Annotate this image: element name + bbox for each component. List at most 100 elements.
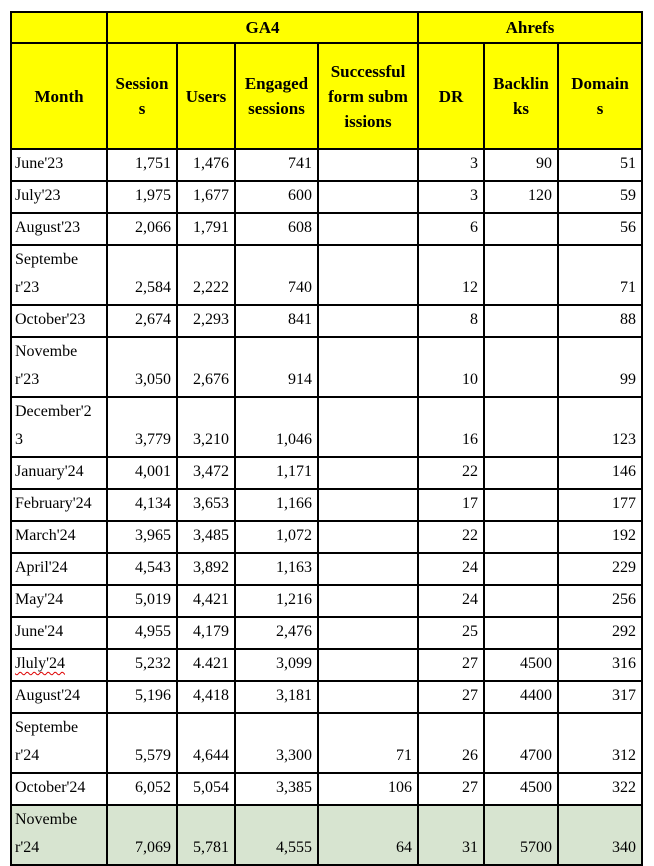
cell-backlinks[interactable]: 4500 [483, 648, 559, 682]
cell-month[interactable]: January'24 [10, 456, 108, 490]
cell-form-submissions[interactable] [317, 680, 419, 714]
cell-backlinks[interactable] [483, 396, 559, 458]
cell-engaged-sessions[interactable]: 600 [234, 180, 319, 214]
cell-domains[interactable]: 292 [557, 616, 643, 650]
cell-backlinks[interactable] [483, 584, 559, 618]
cell-engaged-sessions[interactable]: 1,072 [234, 520, 319, 554]
cell-month[interactable]: September'23 [10, 244, 108, 306]
cell-domains[interactable]: 51 [557, 148, 643, 182]
corner-spacer-cell[interactable] [10, 11, 108, 44]
cell-form-submissions[interactable] [317, 304, 419, 338]
cell-domains[interactable]: 316 [557, 648, 643, 682]
cell-sessions[interactable]: 6,052 [106, 772, 178, 806]
cell-engaged-sessions[interactable]: 3,181 [234, 680, 319, 714]
cell-sessions[interactable]: 4,955 [106, 616, 178, 650]
cell-dr[interactable]: 12 [417, 244, 485, 306]
cell-month[interactable]: February'24 [10, 488, 108, 522]
cell-engaged-sessions[interactable]: 1,171 [234, 456, 319, 490]
cell-engaged-sessions[interactable]: 914 [234, 336, 319, 398]
cell-form-submissions[interactable] [317, 456, 419, 490]
cell-users[interactable]: 2,293 [176, 304, 236, 338]
cell-month[interactable]: April'24 [10, 552, 108, 586]
cell-backlinks[interactable]: 5700 [483, 804, 559, 866]
cell-domains[interactable]: 88 [557, 304, 643, 338]
cell-backlinks[interactable]: 4700 [483, 712, 559, 774]
cell-month[interactable]: May'24 [10, 584, 108, 618]
cell-month[interactable]: November'23 [10, 336, 108, 398]
cell-month[interactable]: December'23 [10, 396, 108, 458]
cell-form-submissions[interactable] [317, 488, 419, 522]
group-header-ga4[interactable]: GA4 [106, 11, 419, 44]
cell-dr[interactable]: 27 [417, 648, 485, 682]
cell-form-submissions[interactable] [317, 396, 419, 458]
cell-sessions[interactable]: 1,975 [106, 180, 178, 214]
cell-users[interactable]: 4.421 [176, 648, 236, 682]
cell-form-submissions[interactable] [317, 616, 419, 650]
cell-backlinks[interactable]: 90 [483, 148, 559, 182]
cell-month[interactable]: August'24 [10, 680, 108, 714]
cell-users[interactable]: 1,677 [176, 180, 236, 214]
cell-sessions[interactable]: 4,001 [106, 456, 178, 490]
column-header-sessions[interactable]: Sessions [106, 42, 178, 150]
cell-backlinks[interactable] [483, 552, 559, 586]
cell-dr[interactable]: 27 [417, 680, 485, 714]
cell-sessions[interactable]: 3,779 [106, 396, 178, 458]
cell-backlinks[interactable] [483, 456, 559, 490]
cell-month[interactable]: June'23 [10, 148, 108, 182]
cell-users[interactable]: 4,418 [176, 680, 236, 714]
group-header-ahrefs[interactable]: Ahrefs [417, 11, 643, 44]
cell-sessions[interactable]: 5,019 [106, 584, 178, 618]
cell-month[interactable]: March'24 [10, 520, 108, 554]
cell-domains[interactable]: 59 [557, 180, 643, 214]
cell-sessions[interactable]: 2,674 [106, 304, 178, 338]
cell-month[interactable]: September'24 [10, 712, 108, 774]
cell-form-submissions[interactable] [317, 212, 419, 246]
cell-dr[interactable]: 10 [417, 336, 485, 398]
cell-engaged-sessions[interactable]: 3,099 [234, 648, 319, 682]
cell-users[interactable]: 2,222 [176, 244, 236, 306]
cell-form-submissions[interactable] [317, 584, 419, 618]
cell-sessions[interactable]: 1,751 [106, 148, 178, 182]
cell-domains[interactable]: 312 [557, 712, 643, 774]
cell-month[interactable]: June'24 [10, 616, 108, 650]
cell-dr[interactable]: 25 [417, 616, 485, 650]
cell-form-submissions[interactable] [317, 648, 419, 682]
cell-users[interactable]: 3,485 [176, 520, 236, 554]
cell-form-submissions[interactable] [317, 520, 419, 554]
column-header-month[interactable]: Month [10, 42, 108, 150]
cell-month[interactable]: August'23 [10, 212, 108, 246]
cell-sessions[interactable]: 5,579 [106, 712, 178, 774]
cell-users[interactable]: 4,179 [176, 616, 236, 650]
column-header-engaged-sessions[interactable]: Engaged sessions [234, 42, 319, 150]
cell-form-submissions[interactable]: 71 [317, 712, 419, 774]
cell-dr[interactable]: 27 [417, 772, 485, 806]
cell-domains[interactable]: 317 [557, 680, 643, 714]
cell-dr[interactable]: 26 [417, 712, 485, 774]
cell-domains[interactable]: 229 [557, 552, 643, 586]
cell-backlinks[interactable] [483, 244, 559, 306]
cell-dr[interactable]: 17 [417, 488, 485, 522]
cell-backlinks[interactable] [483, 212, 559, 246]
cell-form-submissions[interactable]: 64 [317, 804, 419, 866]
cell-domains[interactable]: 322 [557, 772, 643, 806]
cell-domains[interactable]: 56 [557, 212, 643, 246]
cell-domains[interactable]: 340 [557, 804, 643, 866]
cell-engaged-sessions[interactable]: 841 [234, 304, 319, 338]
cell-backlinks[interactable]: 120 [483, 180, 559, 214]
cell-dr[interactable]: 24 [417, 584, 485, 618]
cell-backlinks[interactable] [483, 488, 559, 522]
cell-engaged-sessions[interactable]: 3,300 [234, 712, 319, 774]
cell-users[interactable]: 5,781 [176, 804, 236, 866]
cell-sessions[interactable]: 4,134 [106, 488, 178, 522]
cell-engaged-sessions[interactable]: 608 [234, 212, 319, 246]
cell-domains[interactable]: 146 [557, 456, 643, 490]
cell-form-submissions[interactable]: 106 [317, 772, 419, 806]
cell-dr[interactable]: 3 [417, 180, 485, 214]
cell-sessions[interactable]: 7,069 [106, 804, 178, 866]
cell-users[interactable]: 2,676 [176, 336, 236, 398]
cell-users[interactable]: 3,210 [176, 396, 236, 458]
cell-sessions[interactable]: 3,965 [106, 520, 178, 554]
column-header-backlinks[interactable]: Backlinks [483, 42, 559, 150]
cell-month[interactable]: July'23 [10, 180, 108, 214]
cell-form-submissions[interactable] [317, 148, 419, 182]
